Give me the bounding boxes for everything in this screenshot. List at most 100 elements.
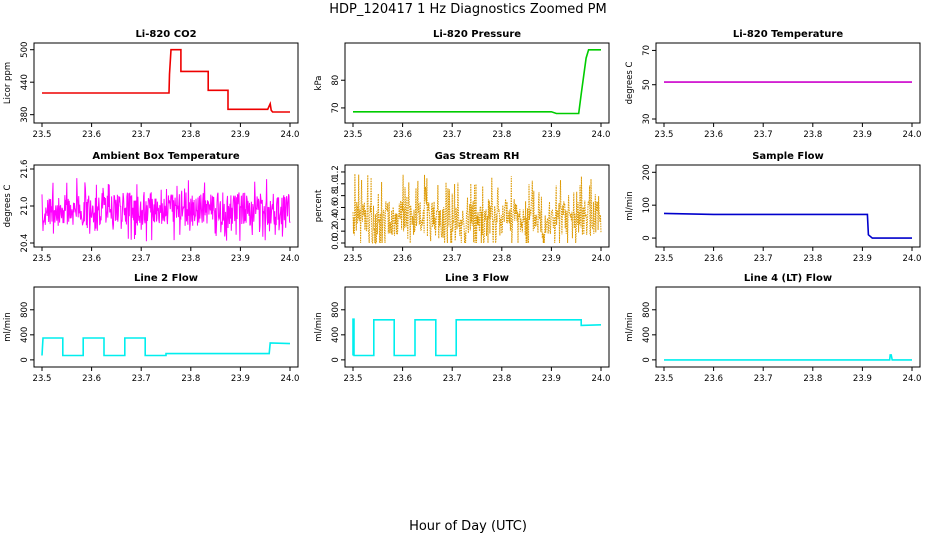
y-tick-label: 0 — [642, 357, 652, 362]
panel-title: Sample Flow — [752, 151, 824, 162]
x-tick-label: 23.5 — [344, 130, 363, 140]
x-tick-label: 23.6 — [704, 254, 723, 264]
x-tick-label: 23.5 — [344, 374, 363, 384]
y-tick-label: 1.0 — [331, 177, 341, 191]
y-tick-label: 50 — [642, 79, 652, 90]
y-axis-label: Licor ppm — [3, 62, 13, 104]
x-tick-label: 24.0 — [281, 374, 300, 384]
plot-frame — [33, 286, 299, 368]
x-tick-label: 23.5 — [33, 254, 52, 264]
plot-frame — [344, 164, 610, 248]
y-tick-label: 70 — [331, 103, 341, 114]
y-tick-label: 800 — [331, 302, 341, 318]
plot-frame — [344, 286, 610, 368]
x-tick-label: 23.8 — [803, 130, 822, 140]
y-axis-label: percent — [314, 189, 324, 222]
panel-title: Line 4 (LT) Flow — [744, 273, 832, 284]
x-tick-label: 24.0 — [281, 130, 300, 140]
x-tick-label: 23.7 — [132, 130, 151, 140]
chart-panel: Line 3 Flow ml/min 23.5 23.6 23.7 23.8 23.9 24.… — [314, 273, 610, 384]
y-tick-label: 200 — [642, 164, 652, 180]
y-tick-label: 800 — [20, 302, 30, 318]
y-tick-label: 20.4 — [20, 234, 30, 253]
x-tick-label: 23.8 — [803, 374, 822, 384]
x-tick-label: 23.8 — [803, 254, 822, 264]
panel-title: Ambient Box Temperature — [92, 151, 239, 162]
plot-frame — [33, 42, 299, 124]
y-axis-label: ml/min — [625, 312, 635, 342]
chart-panel: Gas Stream RH percent 23.5 23.6 23.7 23.8 23.9… — [314, 151, 610, 264]
x-tick-label: 23.7 — [754, 254, 773, 264]
x-tick-label: 23.9 — [231, 374, 250, 384]
y-tick-label: 800 — [642, 302, 652, 318]
x-tick-label: 23.5 — [33, 374, 52, 384]
chart-panel: Li-820 Temperature degrees C 23.5 23.6 23.7 2… — [625, 29, 921, 140]
plot-frame — [655, 42, 921, 124]
series-line — [352, 173, 602, 245]
x-tick-label: 23.7 — [754, 130, 773, 140]
x-tick-label: 23.7 — [132, 254, 151, 264]
x-tick-label: 24.0 — [903, 130, 922, 140]
y-tick-label: 100 — [642, 197, 652, 213]
plot-frame — [655, 286, 921, 368]
x-tick-label: 23.8 — [181, 374, 200, 384]
x-tick-label: 23.5 — [655, 254, 674, 264]
x-tick-label: 24.0 — [903, 374, 922, 384]
y-tick-label: 0 — [331, 357, 341, 362]
y-tick-label: 30 — [642, 114, 652, 125]
chart-panel: Li-820 Pressure kPa 23.5 23.6 23.7 23.8 23.9 24… — [314, 29, 610, 140]
x-tick-label: 24.0 — [281, 254, 300, 264]
y-tick-label: 400 — [331, 327, 341, 343]
panel-title: Li-820 Pressure — [433, 29, 521, 40]
x-tick-label: 23.6 — [393, 254, 412, 264]
x-tick-label: 23.9 — [231, 254, 250, 264]
chart-panel: Sample Flow ml/min 23.5 23.6 23.7 23.8 23.9 24.… — [625, 151, 921, 264]
y-tick-label: 0.6 — [331, 201, 341, 215]
y-tick-label: 0.8 — [331, 189, 341, 203]
x-tick-label: 23.9 — [853, 130, 872, 140]
x-tick-label: 23.6 — [82, 254, 101, 264]
y-tick-label: 0 — [20, 357, 30, 362]
y-tick-label: 0.0 — [331, 236, 341, 250]
chart-panel: Line 2 Flow ml/min 23.5 23.6 23.7 23.8 23.9 24.… — [3, 273, 299, 384]
panel-title: Line 2 Flow — [134, 273, 198, 284]
series-line — [663, 212, 912, 239]
chart-panel: Li-820 CO2 Licor ppm 23.5 23.6 23.7 23.8 23.9 2… — [3, 29, 299, 140]
x-tick-label: 23.7 — [443, 130, 462, 140]
y-tick-label: 0.4 — [331, 213, 341, 227]
x-tick-label: 23.9 — [542, 374, 561, 384]
y-tick-label: 0.2 — [331, 224, 341, 238]
panel-title: Li-820 CO2 — [135, 29, 196, 40]
y-tick-label: 440 — [20, 74, 30, 90]
x-tick-label: 23.7 — [443, 374, 462, 384]
x-tick-label: 24.0 — [592, 254, 611, 264]
y-axis-label: ml/min — [314, 312, 324, 342]
chart-panel: Ambient Box Temperature degrees C 23.5 23.6… — [3, 151, 299, 264]
series-line — [41, 337, 291, 357]
series-line — [353, 48, 601, 115]
y-tick-label: 400 — [642, 327, 652, 343]
x-tick-label: 23.7 — [443, 254, 462, 264]
y-tick-label: 1.2 — [331, 165, 341, 179]
x-tick-label: 23.9 — [853, 374, 872, 384]
y-tick-label: 70 — [642, 45, 652, 56]
panels: Li-820 CO2 Licor ppm 23.5 23.6 23.7 23.8 23.9 2… — [3, 29, 921, 384]
panel-title: Line 3 Flow — [445, 273, 509, 284]
y-axis-label: ml/min — [3, 312, 13, 342]
x-tick-label: 24.0 — [903, 254, 922, 264]
y-tick-label: 21.0 — [20, 197, 30, 216]
x-tick-label: 23.9 — [542, 130, 561, 140]
x-tick-label: 23.5 — [655, 130, 674, 140]
series-line — [664, 354, 912, 361]
y-tick-label: 21.6 — [20, 160, 30, 179]
y-tick-label: 400 — [20, 327, 30, 343]
x-tick-label: 23.6 — [704, 130, 723, 140]
x-tick-label: 23.9 — [231, 130, 250, 140]
y-axis-label: kPa — [314, 76, 324, 91]
x-tick-label: 23.6 — [704, 374, 723, 384]
y-axis-label: degrees C — [625, 62, 635, 105]
x-tick-label: 23.9 — [542, 254, 561, 264]
y-tick-label: 380 — [20, 107, 30, 123]
series-line — [352, 318, 602, 357]
